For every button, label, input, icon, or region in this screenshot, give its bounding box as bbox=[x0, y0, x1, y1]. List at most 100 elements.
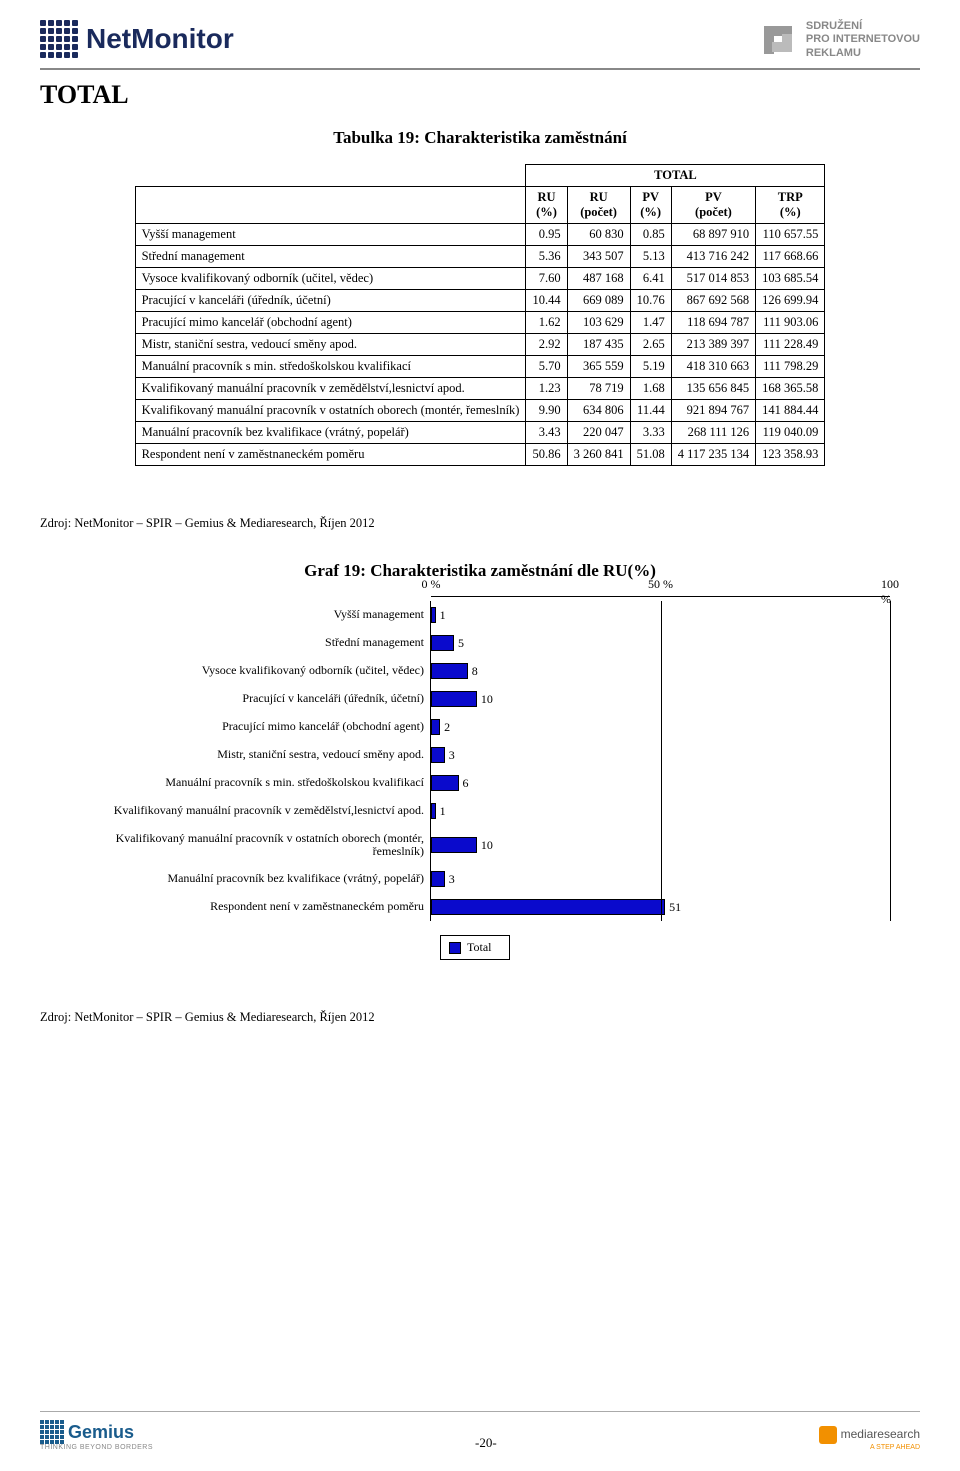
row-value: 51.08 bbox=[630, 444, 671, 466]
bar-value-label: 2 bbox=[444, 720, 450, 735]
row-value: 111 228.49 bbox=[756, 334, 825, 356]
row-value: 268 111 126 bbox=[671, 422, 755, 444]
row-value: 7.60 bbox=[526, 268, 567, 290]
table-col-header: RU(%) bbox=[526, 187, 567, 224]
row-value: 1.23 bbox=[526, 378, 567, 400]
bar-value-label: 1 bbox=[440, 608, 446, 623]
axis-tick: 0 % bbox=[422, 577, 441, 592]
page-header: NetMonitor SDRUŽENÍ PRO INTERNETOVOU REK… bbox=[40, 20, 920, 70]
spir-icon bbox=[758, 20, 798, 60]
logo-dots-icon bbox=[40, 20, 78, 58]
row-value: 126 699.94 bbox=[756, 290, 825, 312]
spir-text: SDRUŽENÍ PRO INTERNETOVOU REKLAMU bbox=[806, 20, 920, 60]
table-row: Respondent není v zaměstnaneckém poměru5… bbox=[135, 444, 825, 466]
row-value: 11.44 bbox=[630, 400, 671, 422]
row-value: 1.62 bbox=[526, 312, 567, 334]
row-value: 3 260 841 bbox=[567, 444, 630, 466]
row-value: 123 358.93 bbox=[756, 444, 825, 466]
chart-bar bbox=[431, 635, 454, 651]
chart-category-label: Pracující mimo kancelář (obchodní agent) bbox=[70, 713, 424, 741]
row-value: 103 629 bbox=[567, 312, 630, 334]
row-value: 517 014 853 bbox=[671, 268, 755, 290]
row-label: Respondent není v zaměstnaneckém poměru bbox=[135, 444, 526, 466]
axis-gridline bbox=[661, 601, 662, 921]
chart-bar bbox=[431, 719, 440, 735]
bar-value-label: 51 bbox=[669, 900, 681, 915]
table-col-header: PV(%) bbox=[630, 187, 671, 224]
row-value: 4 117 235 134 bbox=[671, 444, 755, 466]
chart-bar bbox=[431, 775, 459, 791]
chart-bar bbox=[431, 607, 436, 623]
row-value: 220 047 bbox=[567, 422, 630, 444]
chart-bar bbox=[431, 899, 665, 915]
spir-logo: SDRUŽENÍ PRO INTERNETOVOU REKLAMU bbox=[758, 20, 920, 60]
row-value: 10.76 bbox=[630, 290, 671, 312]
row-value: 0.85 bbox=[630, 224, 671, 246]
chart-plot: 0 %50 %100 % 15810236110351 bbox=[430, 601, 890, 921]
table-row: Manuální pracovník s min. středoškolskou… bbox=[135, 356, 825, 378]
row-value: 50.86 bbox=[526, 444, 567, 466]
row-value: 111 903.06 bbox=[756, 312, 825, 334]
row-value: 111 798.29 bbox=[756, 356, 825, 378]
table-title: Tabulka 19: Charakteristika zaměstnání bbox=[40, 128, 920, 148]
bar-value-label: 6 bbox=[463, 776, 469, 791]
row-value: 2.92 bbox=[526, 334, 567, 356]
row-label: Střední management bbox=[135, 246, 526, 268]
row-value: 168 365.58 bbox=[756, 378, 825, 400]
bar-value-label: 3 bbox=[449, 872, 455, 887]
mediaresearch-icon bbox=[819, 1426, 837, 1444]
source-line-2: Zdroj: NetMonitor – SPIR – Gemius & Medi… bbox=[40, 1010, 920, 1025]
chart-legend: Total bbox=[440, 935, 510, 960]
bar-value-label: 8 bbox=[472, 664, 478, 679]
row-value: 118 694 787 bbox=[671, 312, 755, 334]
row-value: 141 884.44 bbox=[756, 400, 825, 422]
spir-line2: PRO INTERNETOVOU bbox=[806, 33, 920, 46]
chart-bar bbox=[431, 871, 445, 887]
row-label: Kvalifikovaný manuální pracovník v zeměd… bbox=[135, 378, 526, 400]
table-row: Vyšší management0.9560 8300.8568 897 910… bbox=[135, 224, 825, 246]
table-col-header: TRP(%) bbox=[756, 187, 825, 224]
row-value: 103 685.54 bbox=[756, 268, 825, 290]
chart-category-label: Střední management bbox=[70, 629, 424, 657]
row-value: 135 656 845 bbox=[671, 378, 755, 400]
chart-axis: 0 %50 %100 % bbox=[431, 577, 890, 597]
table-super-header: TOTAL bbox=[526, 165, 825, 187]
row-value: 3.43 bbox=[526, 422, 567, 444]
row-label: Mistr, staniční sestra, vedoucí směny ap… bbox=[135, 334, 526, 356]
gemius-dots-icon bbox=[40, 1420, 64, 1444]
row-value: 669 089 bbox=[567, 290, 630, 312]
row-value: 78 719 bbox=[567, 378, 630, 400]
table-row: Manuální pracovník bez kvalifikace (vrát… bbox=[135, 422, 825, 444]
row-value: 1.68 bbox=[630, 378, 671, 400]
row-value: 1.47 bbox=[630, 312, 671, 334]
row-label: Pracující mimo kancelář (obchodní agent) bbox=[135, 312, 526, 334]
netmonitor-logo-text: NetMonitor bbox=[86, 23, 234, 55]
chart-category-label: Pracující v kanceláři (úředník, účetní) bbox=[70, 685, 424, 713]
table-row: Pracující mimo kancelář (obchodní agent)… bbox=[135, 312, 825, 334]
gemius-logo: Gemius THINKING BEYOND BORDERS bbox=[40, 1420, 153, 1451]
table-row: Kvalifikovaný manuální pracovník v zeměd… bbox=[135, 378, 825, 400]
row-value: 418 310 663 bbox=[671, 356, 755, 378]
row-value: 365 559 bbox=[567, 356, 630, 378]
row-label: Vysoce kvalifikovaný odborník (učitel, v… bbox=[135, 268, 526, 290]
bar-value-label: 10 bbox=[481, 692, 493, 707]
mediaresearch-text: mediaresearch bbox=[841, 1427, 920, 1441]
row-value: 921 894 767 bbox=[671, 400, 755, 422]
bar-value-label: 1 bbox=[440, 804, 446, 819]
page-number: -20- bbox=[475, 1435, 497, 1451]
row-value: 5.36 bbox=[526, 246, 567, 268]
legend-swatch bbox=[449, 942, 461, 954]
row-value: 60 830 bbox=[567, 224, 630, 246]
bar-value-label: 5 bbox=[458, 636, 464, 651]
row-value: 867 692 568 bbox=[671, 290, 755, 312]
chart-category-label: Vyšší management bbox=[70, 601, 424, 629]
gemius-text: Gemius bbox=[68, 1422, 134, 1443]
row-value: 68 897 910 bbox=[671, 224, 755, 246]
spir-line3: REKLAMU bbox=[806, 47, 920, 60]
chart-bar bbox=[431, 837, 477, 853]
chart-category-label: Manuální pracovník bez kvalifikace (vrát… bbox=[70, 865, 424, 893]
row-value: 110 657.55 bbox=[756, 224, 825, 246]
row-value: 3.33 bbox=[630, 422, 671, 444]
row-value: 487 168 bbox=[567, 268, 630, 290]
row-value: 117 668.66 bbox=[756, 246, 825, 268]
